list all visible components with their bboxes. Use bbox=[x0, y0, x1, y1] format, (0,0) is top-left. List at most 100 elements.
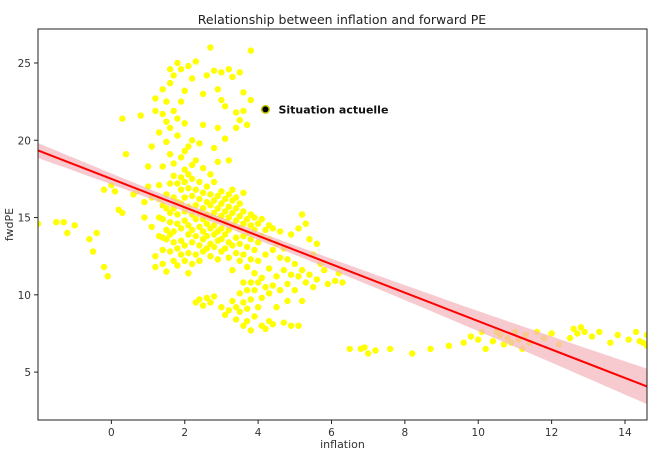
scatter-point bbox=[226, 157, 232, 163]
scatter-point bbox=[167, 125, 173, 131]
scatter-point bbox=[306, 272, 312, 278]
scatter-point bbox=[185, 185, 191, 191]
scatter-point bbox=[596, 329, 602, 335]
scatter-point bbox=[237, 241, 243, 247]
scatter-point bbox=[189, 193, 195, 199]
scatter-point bbox=[64, 230, 70, 236]
scatter-point bbox=[200, 165, 206, 171]
scatter-point bbox=[615, 332, 621, 338]
scatter-point bbox=[237, 309, 243, 315]
scatter-point bbox=[233, 109, 239, 115]
scatter-point bbox=[204, 183, 210, 189]
scatter-point bbox=[171, 160, 177, 166]
scatter-point bbox=[218, 188, 224, 194]
scatter-point bbox=[204, 233, 210, 239]
scatter-point bbox=[160, 261, 166, 267]
scatter-point bbox=[589, 333, 595, 339]
scatter-point bbox=[229, 74, 235, 80]
scatter-point bbox=[185, 250, 191, 256]
scatter-point bbox=[237, 258, 243, 264]
scatter-point bbox=[149, 224, 155, 230]
scatter-point bbox=[138, 112, 144, 118]
scatter-point bbox=[156, 129, 162, 135]
scatter-point bbox=[123, 151, 129, 157]
scatter-point bbox=[262, 284, 268, 290]
scatter-point bbox=[196, 242, 202, 248]
scatter-point bbox=[163, 268, 169, 274]
scatter-point bbox=[163, 98, 169, 104]
scatter-point bbox=[215, 125, 221, 131]
scatter-point bbox=[171, 173, 177, 179]
scatter-point bbox=[240, 208, 246, 214]
scatter-point bbox=[233, 125, 239, 131]
scatter-point bbox=[211, 145, 217, 151]
scatter-point bbox=[160, 216, 166, 222]
scatter-point bbox=[226, 307, 232, 313]
y-axis-label: fwdPE bbox=[3, 208, 16, 241]
scatter-point bbox=[156, 182, 162, 188]
scatter-point bbox=[207, 191, 213, 197]
x-tick-label: 10 bbox=[472, 427, 485, 439]
scatter-point bbox=[288, 231, 294, 237]
scatter-point bbox=[229, 298, 235, 304]
scatter-point bbox=[248, 47, 254, 53]
scatter-point bbox=[182, 258, 188, 264]
scatter-point bbox=[273, 273, 279, 279]
scatter-point bbox=[306, 236, 312, 242]
x-tick-label: 14 bbox=[618, 427, 632, 439]
scatter-point bbox=[160, 163, 166, 169]
x-tick-label: 2 bbox=[181, 427, 188, 439]
scatter-point bbox=[251, 270, 257, 276]
scatter-point bbox=[196, 196, 202, 202]
scatter-point bbox=[218, 97, 224, 103]
scatter-point bbox=[222, 136, 228, 142]
scatter-point bbox=[178, 251, 184, 257]
scatter-point bbox=[273, 304, 279, 310]
scatter-point bbox=[237, 117, 243, 123]
scatter-point bbox=[174, 180, 180, 186]
scatter-point bbox=[222, 245, 228, 251]
y-tick-label: 5 bbox=[24, 367, 31, 379]
scatter-point bbox=[244, 244, 250, 250]
x-tick-label: 12 bbox=[545, 427, 558, 439]
scatter-point bbox=[152, 95, 158, 101]
scatter-point bbox=[196, 140, 202, 146]
scatter-point bbox=[255, 304, 261, 310]
scatter-point bbox=[460, 340, 466, 346]
scatter-point bbox=[295, 273, 301, 279]
scatter-point bbox=[193, 216, 199, 222]
scatter-point bbox=[259, 216, 265, 222]
scatter-point bbox=[193, 157, 199, 163]
scatter-point bbox=[607, 340, 613, 346]
scatter-point bbox=[237, 69, 243, 75]
scatter-point bbox=[200, 190, 206, 196]
scatter-point bbox=[310, 284, 316, 290]
scatter-point bbox=[185, 63, 191, 69]
scatter-point bbox=[240, 299, 246, 305]
scatter-point bbox=[365, 350, 371, 356]
scatter-point bbox=[270, 282, 276, 288]
scatter-point bbox=[215, 256, 221, 262]
scatter-point bbox=[259, 275, 265, 281]
scatter-point bbox=[119, 210, 125, 216]
scatter-point bbox=[196, 296, 202, 302]
scatter-point bbox=[255, 258, 261, 264]
scatter-point bbox=[281, 319, 287, 325]
scatter-point bbox=[101, 264, 107, 270]
scatter-point bbox=[248, 279, 254, 285]
scatter-point bbox=[248, 256, 254, 262]
scatter-point bbox=[200, 91, 206, 97]
scatter-point bbox=[101, 187, 107, 193]
scatter-point bbox=[284, 256, 290, 262]
x-tick-label: 8 bbox=[402, 427, 409, 439]
scatter-point bbox=[233, 316, 239, 322]
scatter-point bbox=[567, 335, 573, 341]
scatter-point bbox=[141, 214, 147, 220]
scatter-point bbox=[314, 276, 320, 282]
scatter-point bbox=[196, 179, 202, 185]
scatter-point bbox=[468, 333, 474, 339]
scatter-point bbox=[200, 122, 206, 128]
scatter-point bbox=[90, 248, 96, 254]
scatter-point bbox=[574, 330, 580, 336]
